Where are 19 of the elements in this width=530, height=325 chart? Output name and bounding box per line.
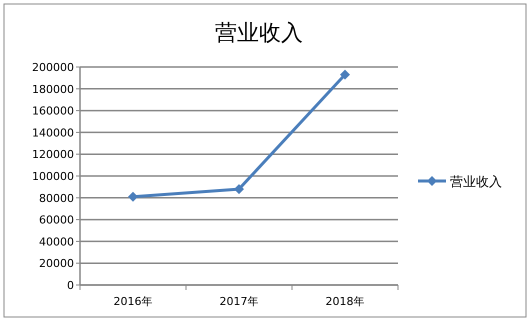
y-tick-label: 120000: [32, 148, 74, 162]
point: [128, 192, 138, 202]
x-tick-label: 2017年: [220, 295, 258, 308]
x-tick-label: 2016年: [114, 295, 152, 308]
y-tick-label: 140000: [32, 126, 74, 140]
y-tick-label: 80000: [39, 192, 74, 205]
y-tick-label: 180000: [32, 82, 74, 96]
y-tick-label: 40000: [39, 235, 74, 248]
point: [234, 184, 244, 194]
y-tick-label: 160000: [32, 104, 74, 118]
y-tick-label: 20000: [39, 257, 74, 270]
y-tick-label: 200000: [32, 61, 74, 74]
legend-label: 营业收入: [450, 175, 502, 190]
y-tick-label: 100000: [32, 170, 74, 183]
x-tick-label: 2018年: [326, 295, 364, 308]
y-tick-label: 0: [67, 279, 74, 292]
chart-title: 营业收入: [215, 21, 303, 46]
point: [340, 70, 350, 80]
y-tick-label: 60000: [39, 214, 74, 227]
